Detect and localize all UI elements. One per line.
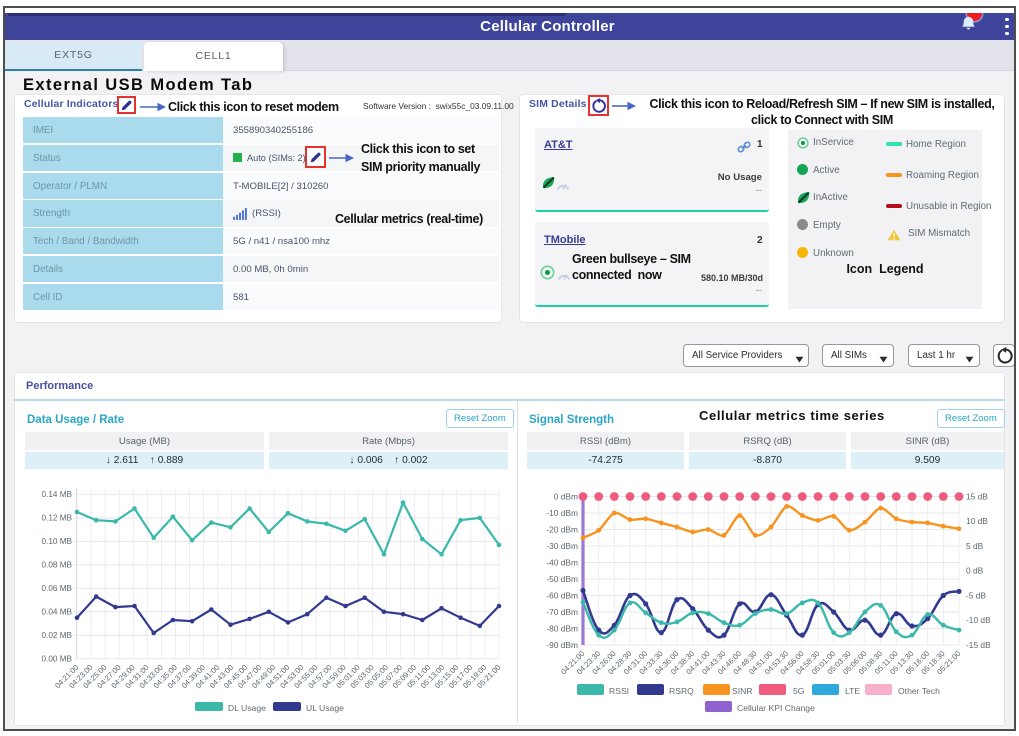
- svg-text:-60 dBm: -60 dBm: [546, 590, 578, 600]
- svg-text:-10 dB: -10 dB: [966, 615, 991, 625]
- svg-text:-30 dBm: -30 dBm: [546, 541, 578, 551]
- svg-text:-40 dBm: -40 dBm: [546, 557, 578, 567]
- svg-text:0.12 MB: 0.12 MB: [42, 514, 73, 523]
- svg-text:-20 dBm: -20 dBm: [546, 524, 578, 534]
- svg-text:15 dB: 15 dB: [966, 491, 988, 501]
- svg-text:0.14 MB: 0.14 MB: [42, 490, 73, 499]
- svg-text:5 dB: 5 dB: [966, 541, 984, 551]
- svg-text:-80 dBm: -80 dBm: [546, 623, 578, 633]
- svg-text:0.08 MB: 0.08 MB: [42, 561, 73, 570]
- svg-text:-5 dB: -5 dB: [966, 590, 986, 600]
- svg-text:0.02 MB: 0.02 MB: [42, 631, 73, 640]
- svg-text:0 dB: 0 dB: [966, 566, 984, 576]
- svg-text:-50 dBm: -50 dBm: [546, 574, 578, 584]
- svg-text:-70 dBm: -70 dBm: [546, 607, 578, 617]
- svg-text:0.00 MB: 0.00 MB: [42, 654, 73, 663]
- svg-text:10 dB: 10 dB: [966, 516, 988, 526]
- svg-text:-90 dBm: -90 dBm: [546, 640, 578, 650]
- svg-text:0 dBm: 0 dBm: [554, 491, 578, 501]
- svg-text:-15 dB: -15 dB: [966, 640, 991, 650]
- svg-text:0.06 MB: 0.06 MB: [42, 584, 73, 593]
- svg-text:0.04 MB: 0.04 MB: [42, 607, 73, 616]
- svg-text:0.10 MB: 0.10 MB: [42, 537, 73, 546]
- svg-text:-10 dBm: -10 dBm: [546, 508, 578, 518]
